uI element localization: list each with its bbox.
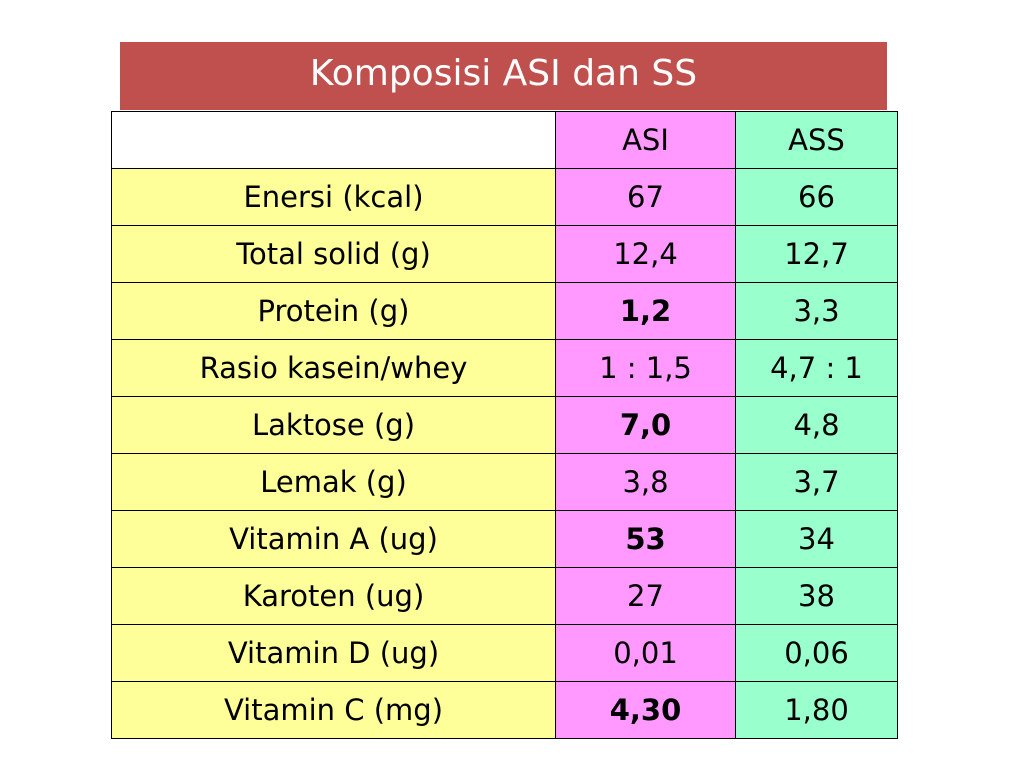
row-label: Lemak (g) [111, 453, 556, 511]
ass-value: 3,7 [735, 453, 898, 511]
table-row: Rasio kasein/whey 1 : 1,5 4,7 : 1 [111, 339, 898, 397]
ass-value: 1,80 [735, 681, 898, 739]
table-row: Total solid (g) 12,4 12,7 [111, 225, 898, 283]
ass-value: 12,7 [735, 225, 898, 283]
ass-value: 3,3 [735, 282, 898, 340]
asi-value: 3,8 [555, 453, 736, 511]
asi-value: 53 [555, 510, 736, 568]
ass-value: 4,7 : 1 [735, 339, 898, 397]
row-label: Rasio kasein/whey [111, 339, 556, 397]
header-ass: ASS [735, 111, 898, 169]
slide-title: Komposisi ASI dan SS [309, 53, 698, 94]
asi-value: 12,4 [555, 225, 736, 283]
row-label: Vitamin C (mg) [111, 681, 556, 739]
row-label: Enersi (kcal) [111, 168, 556, 226]
asi-value: 7,0 [555, 396, 736, 454]
row-label: Vitamin D (ug) [111, 624, 556, 682]
ass-value: 66 [735, 168, 898, 226]
table-row: Laktose (g) 7,0 4,8 [111, 396, 898, 454]
row-label: Karoten (ug) [111, 567, 556, 625]
header-blank-cell [111, 111, 556, 169]
row-label: Vitamin A (ug) [111, 510, 556, 568]
ass-value: 0,06 [735, 624, 898, 682]
table-row: Vitamin A (ug) 53 34 [111, 510, 898, 568]
table-row: Karoten (ug) 27 38 [111, 567, 898, 625]
row-label: Laktose (g) [111, 396, 556, 454]
asi-value: 4,30 [555, 681, 736, 739]
title-bar: Komposisi ASI dan SS [120, 42, 887, 110]
row-label: Total solid (g) [111, 225, 556, 283]
header-asi: ASI [555, 111, 736, 169]
asi-value: 27 [555, 567, 736, 625]
asi-value: 1,2 [555, 282, 736, 340]
table-header-row: ASI ASS [111, 111, 898, 169]
asi-value: 67 [555, 168, 736, 226]
asi-value: 1 : 1,5 [555, 339, 736, 397]
row-label: Protein (g) [111, 282, 556, 340]
table-row: Vitamin C (mg) 4,30 1,80 [111, 681, 898, 739]
ass-value: 38 [735, 567, 898, 625]
table-row: Vitamin D (ug) 0,01 0,06 [111, 624, 898, 682]
ass-value: 34 [735, 510, 898, 568]
asi-value: 0,01 [555, 624, 736, 682]
composition-table: ASI ASS Enersi (kcal) 67 66 Total solid (g)… [111, 111, 898, 739]
table-row: Enersi (kcal) 67 66 [111, 168, 898, 226]
ass-value: 4,8 [735, 396, 898, 454]
table-row: Lemak (g) 3,8 3,7 [111, 453, 898, 511]
table-row: Protein (g) 1,2 3,3 [111, 282, 898, 340]
